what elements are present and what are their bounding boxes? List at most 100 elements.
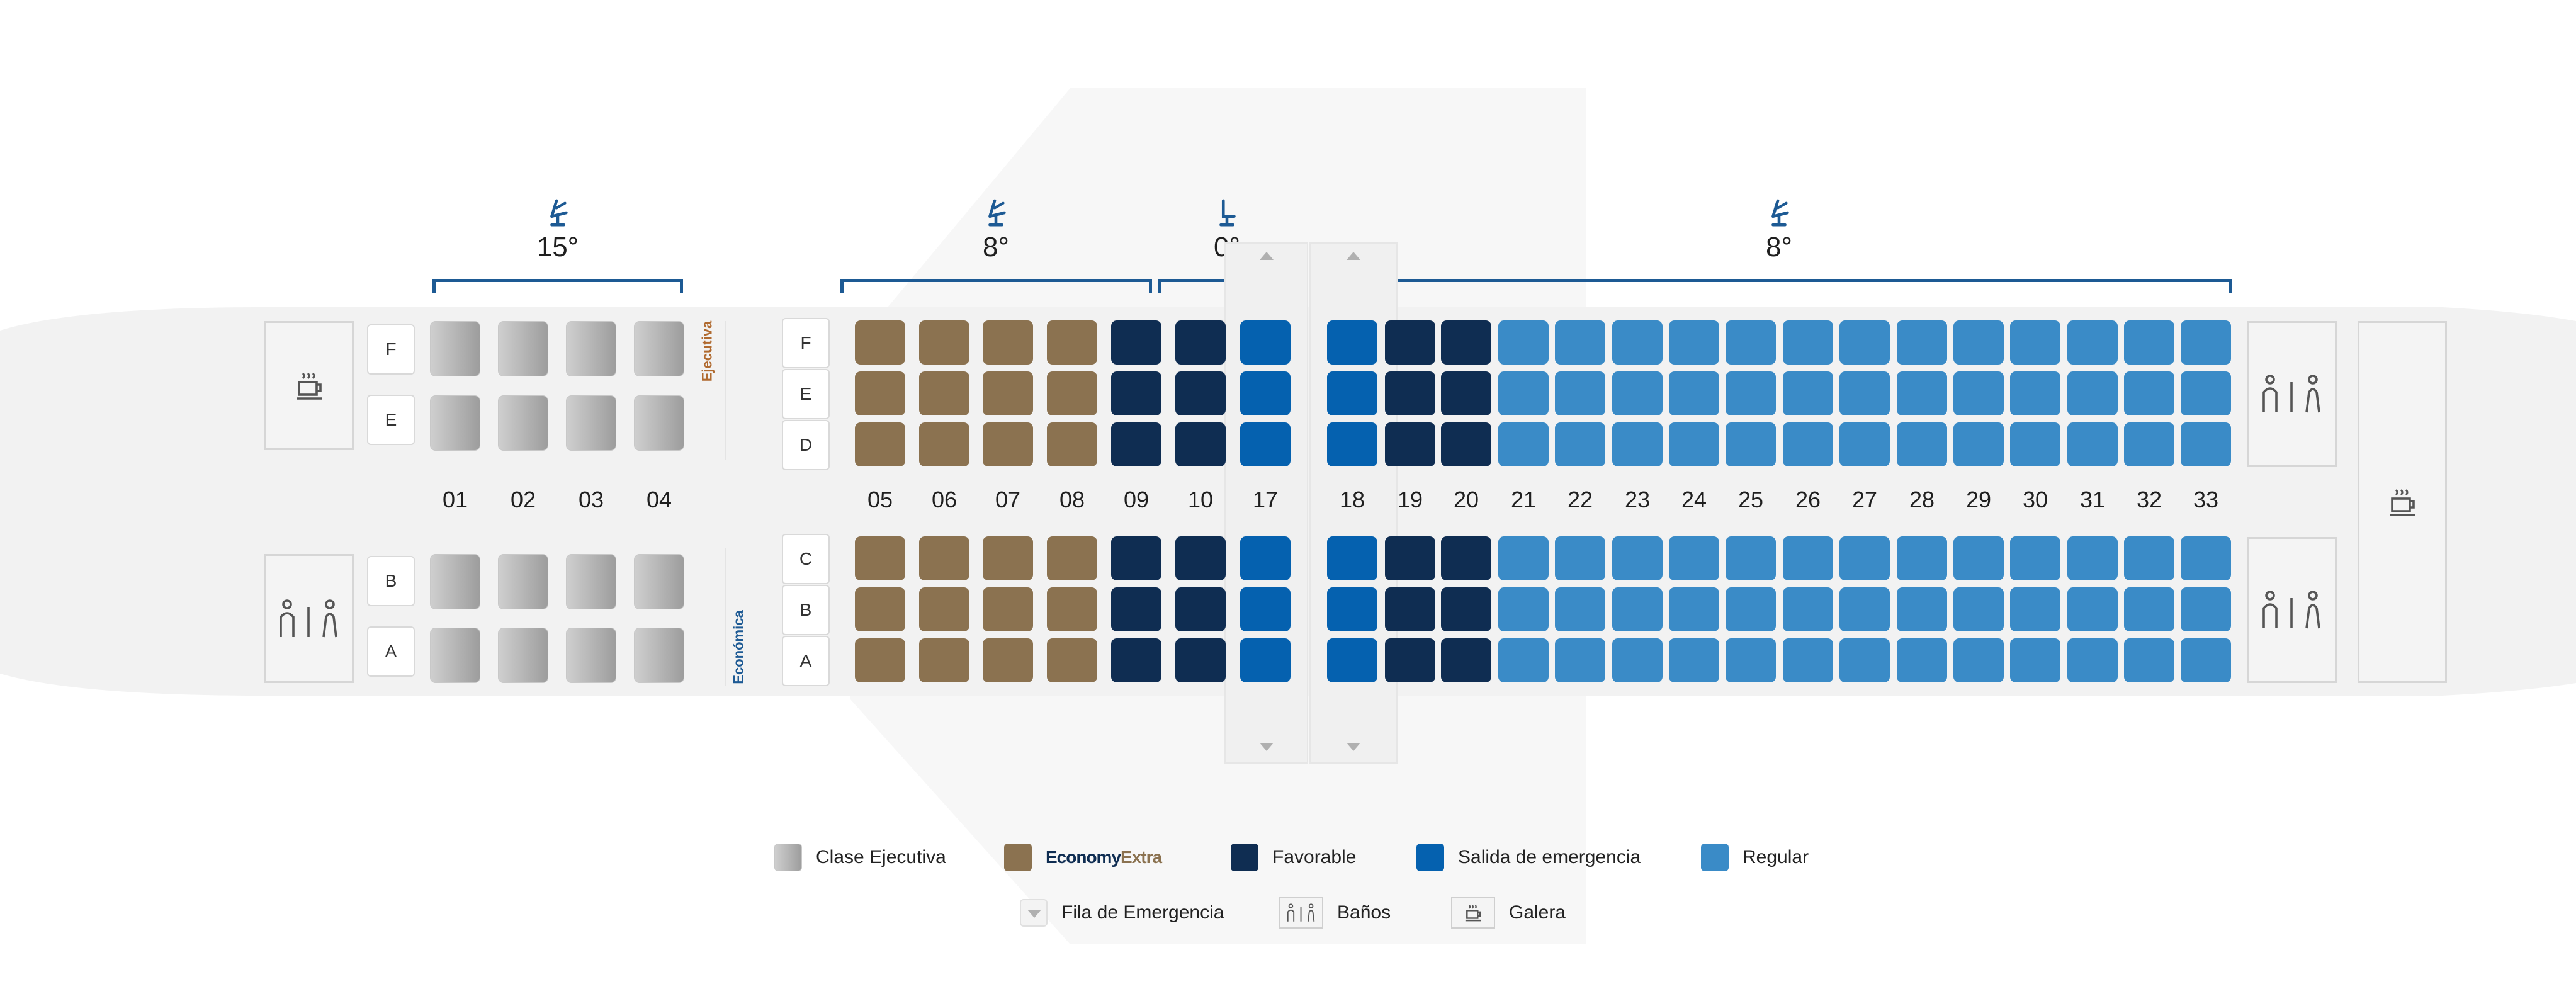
seat-05D[interactable] bbox=[855, 422, 905, 466]
seat-19A[interactable] bbox=[1385, 638, 1435, 682]
seat-18D[interactable] bbox=[1327, 422, 1377, 466]
seat-25A[interactable] bbox=[1726, 638, 1776, 682]
seat-21D[interactable] bbox=[1498, 422, 1549, 466]
seat-33B[interactable] bbox=[2181, 587, 2231, 631]
seat-27C[interactable] bbox=[1839, 536, 1890, 580]
seat-27E[interactable] bbox=[1839, 371, 1890, 415]
seat-04A[interactable] bbox=[634, 628, 684, 683]
seat-07E[interactable] bbox=[983, 371, 1033, 415]
seat-02F[interactable] bbox=[498, 321, 548, 376]
seat-30F[interactable] bbox=[2010, 320, 2060, 365]
seat-06F[interactable] bbox=[919, 320, 969, 365]
seat-01B[interactable] bbox=[430, 554, 480, 609]
seat-30E[interactable] bbox=[2010, 371, 2060, 415]
seat-10A[interactable] bbox=[1175, 638, 1226, 682]
seat-22A[interactable] bbox=[1555, 638, 1605, 682]
seat-33D[interactable] bbox=[2181, 422, 2231, 466]
seat-22E[interactable] bbox=[1555, 371, 1605, 415]
seat-17F[interactable] bbox=[1240, 320, 1291, 365]
seat-27B[interactable] bbox=[1839, 587, 1890, 631]
seat-07A[interactable] bbox=[983, 638, 1033, 682]
seat-05A[interactable] bbox=[855, 638, 905, 682]
seat-10E[interactable] bbox=[1175, 371, 1226, 415]
seat-26A[interactable] bbox=[1783, 638, 1833, 682]
seat-25B[interactable] bbox=[1726, 587, 1776, 631]
seat-20C[interactable] bbox=[1441, 536, 1491, 580]
seat-19C[interactable] bbox=[1385, 536, 1435, 580]
seat-07B[interactable] bbox=[983, 587, 1033, 631]
seat-21C[interactable] bbox=[1498, 536, 1549, 580]
seat-25E[interactable] bbox=[1726, 371, 1776, 415]
seat-33F[interactable] bbox=[2181, 320, 2231, 365]
seat-29B[interactable] bbox=[1953, 587, 2004, 631]
seat-08B[interactable] bbox=[1047, 587, 1097, 631]
seat-19F[interactable] bbox=[1385, 320, 1435, 365]
seat-33C[interactable] bbox=[2181, 536, 2231, 580]
seat-24C[interactable] bbox=[1669, 536, 1719, 580]
seat-25C[interactable] bbox=[1726, 536, 1776, 580]
seat-31F[interactable] bbox=[2067, 320, 2118, 365]
seat-23B[interactable] bbox=[1612, 587, 1663, 631]
seat-23A[interactable] bbox=[1612, 638, 1663, 682]
seat-08A[interactable] bbox=[1047, 638, 1097, 682]
seat-06C[interactable] bbox=[919, 536, 969, 580]
seat-26F[interactable] bbox=[1783, 320, 1833, 365]
seat-23F[interactable] bbox=[1612, 320, 1663, 365]
seat-04F[interactable] bbox=[634, 321, 684, 376]
seat-18A[interactable] bbox=[1327, 638, 1377, 682]
seat-05C[interactable] bbox=[855, 536, 905, 580]
seat-17C[interactable] bbox=[1240, 536, 1291, 580]
seat-01E[interactable] bbox=[430, 395, 480, 451]
seat-06D[interactable] bbox=[919, 422, 969, 466]
seat-02E[interactable] bbox=[498, 395, 548, 451]
seat-32F[interactable] bbox=[2124, 320, 2174, 365]
seat-06B[interactable] bbox=[919, 587, 969, 631]
seat-28A[interactable] bbox=[1897, 638, 1947, 682]
seat-32C[interactable] bbox=[2124, 536, 2174, 580]
seat-31D[interactable] bbox=[2067, 422, 2118, 466]
seat-01A[interactable] bbox=[430, 628, 480, 683]
seat-32E[interactable] bbox=[2124, 371, 2174, 415]
seat-24E[interactable] bbox=[1669, 371, 1719, 415]
seat-03E[interactable] bbox=[566, 395, 616, 451]
seat-33A[interactable] bbox=[2181, 638, 2231, 682]
seat-22F[interactable] bbox=[1555, 320, 1605, 365]
seat-07D[interactable] bbox=[983, 422, 1033, 466]
seat-24D[interactable] bbox=[1669, 422, 1719, 466]
seat-30D[interactable] bbox=[2010, 422, 2060, 466]
seat-23E[interactable] bbox=[1612, 371, 1663, 415]
seat-22D[interactable] bbox=[1555, 422, 1605, 466]
seat-26E[interactable] bbox=[1783, 371, 1833, 415]
seat-30A[interactable] bbox=[2010, 638, 2060, 682]
seat-29F[interactable] bbox=[1953, 320, 2004, 365]
seat-21E[interactable] bbox=[1498, 371, 1549, 415]
seat-05F[interactable] bbox=[855, 320, 905, 365]
seat-29A[interactable] bbox=[1953, 638, 2004, 682]
seat-09C[interactable] bbox=[1111, 536, 1161, 580]
seat-29C[interactable] bbox=[1953, 536, 2004, 580]
seat-24B[interactable] bbox=[1669, 587, 1719, 631]
seat-33E[interactable] bbox=[2181, 371, 2231, 415]
seat-03F[interactable] bbox=[566, 321, 616, 376]
seat-17B[interactable] bbox=[1240, 587, 1291, 631]
seat-19D[interactable] bbox=[1385, 422, 1435, 466]
seat-32D[interactable] bbox=[2124, 422, 2174, 466]
seat-28B[interactable] bbox=[1897, 587, 1947, 631]
seat-23D[interactable] bbox=[1612, 422, 1663, 466]
seat-10B[interactable] bbox=[1175, 587, 1226, 631]
seat-21B[interactable] bbox=[1498, 587, 1549, 631]
seat-26C[interactable] bbox=[1783, 536, 1833, 580]
seat-29E[interactable] bbox=[1953, 371, 2004, 415]
seat-08E[interactable] bbox=[1047, 371, 1097, 415]
seat-10F[interactable] bbox=[1175, 320, 1226, 365]
seat-09D[interactable] bbox=[1111, 422, 1161, 466]
seat-18F[interactable] bbox=[1327, 320, 1377, 365]
seat-03A[interactable] bbox=[566, 628, 616, 683]
seat-05B[interactable] bbox=[855, 587, 905, 631]
seat-10D[interactable] bbox=[1175, 422, 1226, 466]
seat-31E[interactable] bbox=[2067, 371, 2118, 415]
seat-21A[interactable] bbox=[1498, 638, 1549, 682]
seat-25D[interactable] bbox=[1726, 422, 1776, 466]
seat-05E[interactable] bbox=[855, 371, 905, 415]
seat-27F[interactable] bbox=[1839, 320, 1890, 365]
